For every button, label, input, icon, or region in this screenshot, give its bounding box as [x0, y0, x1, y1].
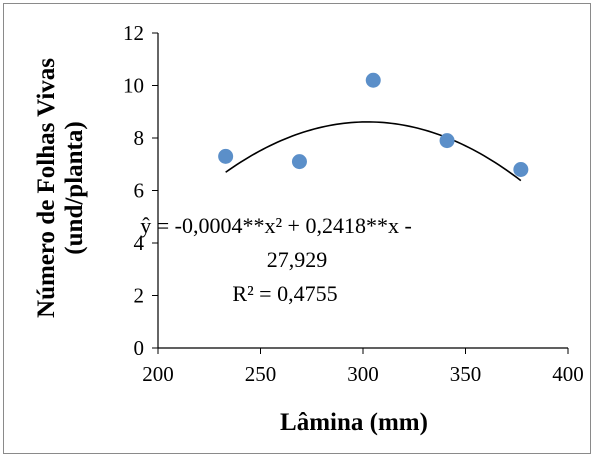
x-axis-title: Lâmina (mm) [280, 409, 428, 436]
y-tick-label: 6 [134, 179, 145, 203]
y-tick-label: 12 [123, 21, 144, 45]
equation-line1: ŷ = -0,0004**x² + 0,2418**x - [140, 213, 412, 238]
x-tick-label: 350 [450, 362, 482, 386]
chart-frame [3, 3, 591, 454]
y-tick-label: 4 [134, 231, 145, 255]
y-axis-title-line1: Número de Folhas Vivas [33, 58, 60, 318]
y-tick-label: 8 [134, 126, 145, 150]
data-point [291, 154, 307, 170]
x-tick-label: 300 [347, 362, 379, 386]
r-squared: R² = 0,4755 [232, 281, 337, 306]
x-tick-label: 400 [552, 362, 584, 386]
axes [157, 33, 568, 349]
x-ticks: 200 250 300 350 400 [142, 348, 584, 386]
data-point [513, 162, 529, 177]
regression-annotation: ŷ = -0,0004**x² + 0,2418**x - 27,929 R² … [140, 213, 412, 306]
x-tick-label: 250 [245, 362, 277, 386]
data-point [439, 133, 455, 149]
x-tick-label: 200 [142, 362, 174, 386]
trendline [225, 121, 522, 182]
data-point [365, 72, 381, 88]
data-points [218, 72, 529, 177]
y-axis-title-line2: (und/planta) [61, 121, 88, 254]
y-ticks: 0 2 4 6 8 10 12 [123, 21, 158, 360]
data-point [218, 148, 234, 164]
y-axis-title: Número de Folhas Vivas (und/planta) [33, 58, 88, 318]
y-tick-label: 10 [123, 74, 144, 98]
y-tick-label: 2 [134, 284, 145, 308]
y-tick-label: 0 [134, 336, 145, 360]
equation-line2: 27,929 [267, 247, 328, 272]
